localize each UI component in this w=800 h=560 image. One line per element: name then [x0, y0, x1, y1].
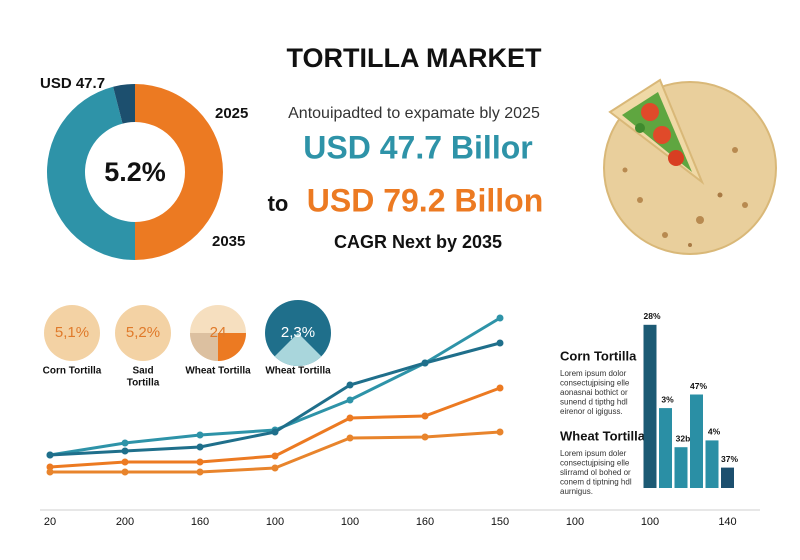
icon-label: Wheat Tortilla: [185, 366, 251, 377]
donut-annotation: 2025: [215, 105, 248, 122]
line-point: [121, 439, 129, 447]
bar-text: 28%: [643, 311, 660, 321]
line-point: [496, 314, 504, 322]
line-point: [196, 468, 204, 476]
line-point: [496, 384, 504, 392]
bar-text: 47%: [690, 381, 707, 391]
cagr-note: CAGR Next by 2035: [334, 232, 502, 252]
note-line: conem d tiptning hdl: [560, 478, 632, 487]
line-point: [346, 396, 354, 404]
bar: [721, 467, 734, 488]
icon-wedge: [190, 333, 218, 361]
bar: [690, 394, 703, 488]
line-point: [121, 468, 129, 476]
note-line: eirenor ol igiguss.: [560, 407, 623, 416]
donut-center: 5.2%: [104, 157, 166, 187]
line-point: [421, 412, 429, 420]
bar: [643, 324, 657, 488]
tortilla-illustration: [603, 78, 777, 255]
bar: [705, 440, 719, 488]
line-point: [496, 428, 504, 436]
icon-disc: [115, 305, 171, 361]
icon-label: Saıd: [132, 366, 153, 377]
line-point: [346, 381, 354, 389]
bar-text: 3%: [661, 394, 674, 404]
line-point: [46, 451, 54, 459]
line-point: [421, 359, 429, 367]
line-point: [271, 428, 279, 436]
line-point: [121, 458, 129, 466]
note-line: consectujpising elle: [560, 459, 630, 468]
x-tick-label: 200: [116, 516, 134, 528]
note-line: sunend d tipthg hdl: [560, 398, 628, 407]
bar-text: 32b: [676, 433, 691, 443]
x-tick-label: 100: [266, 516, 284, 528]
x-tick-label: 100: [341, 516, 359, 528]
subtitle: Antouipadted to expamate bly 2025: [288, 105, 540, 122]
x-tick-label: 150: [491, 516, 509, 528]
icon-value: 5,1%: [55, 324, 89, 341]
note-title: Corn Tortilla: [560, 348, 637, 363]
line-point: [346, 414, 354, 422]
note-title: Wheat Tortilla: [560, 428, 646, 443]
line-point: [196, 458, 204, 466]
icon-value: 5,2%: [126, 324, 160, 341]
line-point: [346, 434, 354, 442]
icon-wedge: [218, 333, 246, 361]
x-tick-label: 160: [416, 516, 434, 528]
donut-annotation: USD 47.7: [40, 75, 105, 92]
line-point: [46, 463, 54, 471]
x-tick-label: 100: [566, 516, 584, 528]
icon-label: Corn Tortilla: [43, 366, 102, 377]
line-point: [496, 339, 504, 347]
x-tick-label: 160: [191, 516, 209, 528]
x-tick-label: 140: [718, 516, 736, 528]
donut-segment: [46, 86, 135, 260]
line-point: [46, 468, 54, 476]
x-tick-label: 100: [641, 516, 659, 528]
note-line: Lorem ipsum doler: [560, 449, 627, 458]
connector: to: [268, 191, 289, 216]
icon-label: Wheat Tortilla: [265, 366, 331, 377]
note-line: aurnigus.: [560, 487, 593, 496]
line-point: [196, 443, 204, 451]
donut-segment: [135, 84, 223, 260]
headline-2: USD 79.2 Billon: [307, 182, 544, 218]
note-line: Lorem ipsum dolor: [560, 369, 627, 378]
line-point: [121, 447, 129, 455]
x-tick-label: 20: [44, 516, 56, 528]
donut-segment: [113, 84, 135, 124]
line-point: [271, 452, 279, 460]
icon-disc: [44, 305, 100, 361]
headline: USD 47.7 Billor: [303, 129, 532, 165]
donut-annotation: 2035: [212, 233, 245, 250]
bar-text: 4%: [708, 427, 721, 437]
icon-value: 2,3%: [281, 324, 315, 341]
line-point: [271, 464, 279, 472]
title: TORTILLA MARKET: [287, 43, 542, 73]
note-line: aonasnai bothict or: [560, 388, 628, 397]
note-line: slirramd ol bohed or: [560, 468, 631, 477]
icon-wedge: [274, 333, 322, 366]
line-point: [421, 433, 429, 441]
bar: [674, 447, 688, 488]
note-line: consectujpising elle: [560, 379, 630, 388]
bar: [659, 408, 672, 488]
icon-label: Tortilla: [127, 378, 160, 389]
line-point: [196, 431, 204, 439]
icon-value: 24: [210, 324, 227, 341]
bar-text: 37%: [721, 454, 738, 464]
